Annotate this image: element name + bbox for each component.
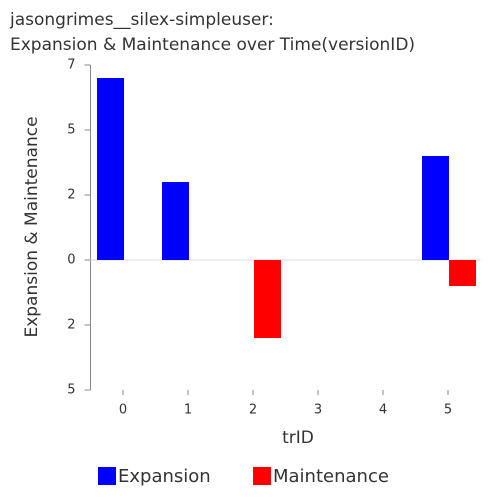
x-axis-label: trID — [282, 428, 314, 448]
x-tick-label: 1 — [184, 403, 192, 418]
bar — [254, 260, 281, 338]
x-tick-label: 0 — [119, 403, 127, 418]
legend-label: Expansion — [118, 466, 211, 487]
chart-title: jasongrimes__silex-simpleuser: — [9, 10, 274, 30]
bar — [449, 260, 476, 286]
x-tick-label: 3 — [314, 403, 322, 418]
x-tick-label: 2 — [249, 403, 257, 418]
y-tick-label: 2 — [67, 318, 75, 333]
y-tick-label: 5 — [67, 123, 75, 138]
legend-swatch — [253, 467, 271, 485]
bar — [422, 156, 449, 260]
y-axis-label: Expansion & Maintenance — [22, 116, 42, 337]
chart-title: Expansion & Maintenance over Time(versio… — [10, 35, 415, 55]
y-tick-label: 5 — [67, 383, 75, 398]
y-tick-label: 0 — [67, 253, 75, 268]
y-tick-label: 7 — [67, 58, 75, 73]
bar — [97, 78, 124, 260]
legend-label: Maintenance — [273, 466, 389, 487]
bar — [162, 182, 189, 260]
legend-swatch — [98, 467, 116, 485]
x-tick-label: 5 — [444, 403, 452, 418]
y-tick-label: 2 — [67, 188, 75, 203]
x-tick-label: 4 — [379, 403, 387, 418]
